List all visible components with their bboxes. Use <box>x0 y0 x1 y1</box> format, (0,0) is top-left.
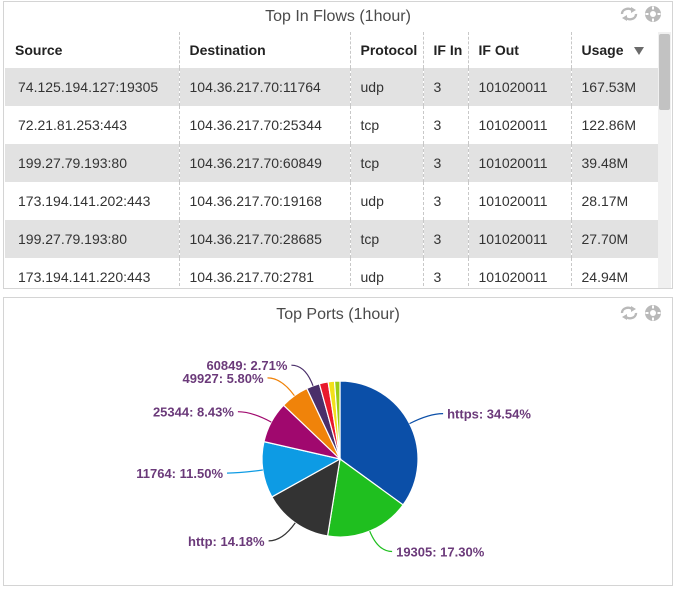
pie-label-http: http: 14.18% <box>188 534 265 549</box>
pie-label-49927: 49927: 5.80% <box>183 371 264 386</box>
cell-usage: 28.17M <box>570 182 659 220</box>
cell-source: 199.27.79.193:80 <box>5 144 179 182</box>
cell-if-out: 101020011 <box>467 144 571 182</box>
cell-protocol: udp <box>349 182 423 220</box>
pie-label-25344: 25344: 8.43% <box>153 405 234 420</box>
cell-if-in: 3 <box>422 68 468 106</box>
pie-slice-http[interactable] <box>271 457 341 537</box>
cell-if-out: 101020011 <box>467 106 571 144</box>
cell-source: 74.125.194.127:19305 <box>5 68 179 106</box>
table-row[interactable]: 199.27.79.193:80 104.36.217.70:28685 tcp… <box>5 220 659 258</box>
cell-protocol: tcp <box>349 220 423 258</box>
ports-panel-tools <box>618 304 662 322</box>
cell-if-in: 3 <box>422 182 468 220</box>
cell-destination: 104.36.217.70:60849 <box>178 144 350 182</box>
column-header-usage[interactable]: Usage <box>570 32 659 68</box>
pie-label-https: https: 34.54% <box>447 407 531 422</box>
cell-protocol: udp <box>349 258 423 288</box>
column-header-if-out[interactable]: IF Out <box>467 32 571 68</box>
cell-if-in: 3 <box>422 106 468 144</box>
cell-if-out: 101020011 <box>467 258 571 288</box>
flows-panel-tools <box>618 5 662 23</box>
table-row[interactable]: 72.21.81.253:443 104.36.217.70:25344 tcp… <box>5 106 659 144</box>
scrollbar-thumb[interactable] <box>659 34 670 110</box>
cell-source: 173.194.141.202:443 <box>5 182 179 220</box>
flows-panel-title: Top In Flows (1hour) <box>265 8 411 25</box>
cell-if-out: 101020011 <box>467 68 571 106</box>
table-row[interactable]: 173.194.141.202:443 104.36.217.70:19168 … <box>5 182 659 220</box>
column-header-if-in[interactable]: IF In <box>422 32 468 68</box>
pie-label-11764: 11764: 11.50% <box>136 466 223 481</box>
cell-usage: 122.86M <box>570 106 659 144</box>
cell-if-out: 101020011 <box>467 220 571 258</box>
settings-icon[interactable] <box>644 5 662 23</box>
cell-protocol: tcp <box>349 106 423 144</box>
table-row[interactable]: 199.27.79.193:80 104.36.217.70:60849 tcp… <box>5 144 659 182</box>
flows-table-header: Source Destination Protocol IF In IF Out… <box>5 32 659 68</box>
refresh-icon[interactable] <box>618 304 640 322</box>
pie-connector-25344 <box>237 411 272 423</box>
ports-panel-title: Top Ports (1hour) <box>276 306 400 323</box>
cell-protocol: tcp <box>349 144 423 182</box>
pie-connector-11764 <box>226 469 263 474</box>
pie-label-60849: 60849: 2.71% <box>206 358 287 373</box>
settings-icon[interactable] <box>644 304 662 322</box>
pie-connector-60849 <box>291 364 314 387</box>
cell-destination: 104.36.217.70:11764 <box>178 68 350 106</box>
column-header-destination[interactable]: Destination <box>178 32 350 68</box>
pie-connector-19305 <box>369 530 393 553</box>
pie-label-19305: 19305: 17.30% <box>396 545 485 560</box>
top-ports-pie-chart: https: 34.54% 19305: 17.30% http: 14.18% 11… <box>136 358 531 560</box>
top-ports-panel: Top Ports (1hour) https: 34.54% 19305: 17… <box>3 297 673 586</box>
pie-connector-http <box>268 522 296 542</box>
refresh-icon[interactable] <box>618 5 640 23</box>
cell-destination: 104.36.217.70:2781 <box>178 258 350 288</box>
cell-if-in: 3 <box>422 220 468 258</box>
cell-source: 173.194.141.220:443 <box>5 258 179 288</box>
cell-destination: 104.36.217.70:25344 <box>178 106 350 144</box>
cell-destination: 104.36.217.70:19168 <box>178 182 350 220</box>
cell-if-in: 3 <box>422 258 468 288</box>
pie-connector-https <box>409 413 444 425</box>
pie-connector-49927 <box>267 377 295 397</box>
flows-table-scrollbar[interactable] <box>658 32 671 288</box>
pie-slice-9[interactable] <box>333 380 341 460</box>
cell-if-in: 3 <box>422 144 468 182</box>
sort-descending-icon[interactable] <box>633 47 644 56</box>
table-row[interactable]: 173.194.141.220:443 104.36.217.70:2781 u… <box>5 258 659 288</box>
cell-source: 72.21.81.253:443 <box>5 106 179 144</box>
column-header-source[interactable]: Source <box>15 42 63 58</box>
cell-protocol: udp <box>349 68 423 106</box>
cell-usage: 27.70M <box>570 220 659 258</box>
cell-destination: 104.36.217.70:28685 <box>178 220 350 258</box>
cell-usage: 167.53M <box>570 68 659 106</box>
top-in-flows-panel: Top In Flows (1hour) <box>3 1 673 289</box>
cell-usage: 39.48M <box>570 144 659 182</box>
table-row[interactable]: 74.125.194.127:19305 104.36.217.70:11764… <box>5 68 659 106</box>
cell-source: 199.27.79.193:80 <box>5 220 179 258</box>
cell-usage: 24.94M <box>570 258 659 288</box>
flows-table: Source Destination Protocol IF In IF Out… <box>5 32 659 288</box>
cell-if-out: 101020011 <box>467 182 571 220</box>
column-header-protocol[interactable]: Protocol <box>349 32 423 68</box>
